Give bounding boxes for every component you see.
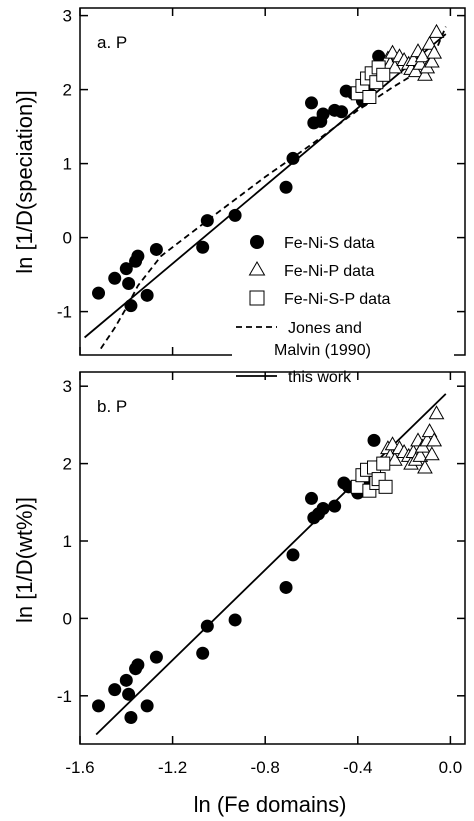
data-point-fe-ni-s [279, 180, 293, 194]
legend-box [232, 222, 454, 385]
x-axis-label: ln (Fe domains) [194, 792, 347, 817]
data-point-fe-ni-s [131, 249, 145, 263]
data-point-fe-ni-p [417, 66, 433, 81]
data-point-fe-ni-s [196, 240, 210, 254]
data-point-fe-ni-p [424, 446, 440, 461]
data-point-fe-ni-p [412, 447, 429, 462]
x-tick-label: -1.2 [158, 758, 187, 777]
data-point-fe-ni-s [108, 271, 122, 285]
legend-item-fe-ni-s: Fe-Ni-S data [284, 235, 375, 252]
data-point-fe-ni-s-p [378, 479, 393, 494]
y-tick-label: 0 [63, 229, 72, 248]
data-point-fe-ni-s [124, 299, 138, 313]
y-tick-label: -1 [57, 687, 72, 706]
data-point-fe-ni-p [386, 451, 403, 466]
data-point-fe-ni-s [316, 107, 330, 121]
data-point-fe-ni-s [316, 501, 330, 515]
data-point-fe-ni-p [417, 459, 433, 474]
legend-item-fe-ni-s-p: Fe-Ni-S-P data [284, 291, 391, 308]
data-point-fe-ni-s [200, 214, 214, 228]
y-tick-label: 3 [63, 7, 72, 26]
panel-b-y-axis-label: ln [1/D(wt%)] [12, 497, 37, 623]
data-point-fe-ni-s [119, 673, 133, 687]
panel-a-label: a. P [97, 33, 127, 52]
data-point-fe-ni-s [131, 658, 145, 672]
data-point-fe-ni-s [328, 499, 342, 513]
data-point-fe-ni-s [108, 683, 122, 697]
x-tick-label: -0.8 [251, 758, 280, 777]
y-tick-label: 0 [63, 609, 72, 628]
data-point-fe-ni-s [279, 580, 293, 594]
legend-item-this-work: this work [288, 369, 352, 386]
legend-item-jones-malvin: Jones and Malvin (1990) [274, 320, 371, 359]
data-point-fe-ni-p [386, 59, 403, 74]
data-point-fe-ni-s [305, 491, 318, 505]
panel-a: a. P 3 2 1 0 -1 ln [1/D(speciation)] Fe-Ni-S… [12, 7, 466, 386]
panel-b: b. P 3 2 1 0 -1 -1.6 -1.2 -0.8 -0.4 0.0 ln [1/D(… [12, 371, 466, 817]
data-point-fe-ni-s [228, 208, 242, 222]
x-tick-label: -1.6 [65, 758, 94, 777]
data-point-fe-ni-p [426, 44, 443, 59]
data-point-fe-ni-p [407, 63, 424, 78]
data-point-fe-ni-p [414, 48, 431, 63]
data-point-fe-ni-s [305, 96, 318, 110]
panel-a-y-axis-label: ln [1/D(speciation)] [12, 90, 37, 273]
legend: Fe-Ni-S data Fe-Ni-P data Fe-Ni-S-P data… [232, 222, 454, 386]
this-work-fit-line [84, 33, 447, 339]
y-tick-label: -1 [57, 303, 72, 322]
legend-item-fe-ni-p: Fe-Ni-P data [284, 263, 375, 280]
data-point-fe-ni-s [92, 699, 106, 713]
y-tick-label: 3 [63, 377, 72, 396]
data-point-fe-ni-s [124, 710, 138, 724]
data-point-fe-ni-s [200, 619, 214, 633]
data-point-fe-ni-s [196, 646, 210, 660]
x-tick-label: -0.4 [343, 758, 372, 777]
x-axis-ticks: -1.6 -1.2 -0.8 -0.4 0.0 [65, 758, 462, 777]
panel-b-y-ticks: 3 2 1 0 -1 [57, 372, 465, 744]
y-tick-label: 1 [63, 155, 72, 174]
data-point-fe-ni-p [424, 53, 440, 68]
data-point-fe-ni-s [149, 242, 163, 256]
data-point-fe-ni-s [149, 650, 163, 664]
data-point-fe-ni-p [421, 423, 438, 438]
data-point-fe-ni-s [372, 49, 386, 63]
data-point-fe-ni-s [92, 286, 106, 300]
data-point-fe-ni-s [228, 613, 242, 627]
y-tick-label: 2 [63, 81, 72, 100]
panel-b-label: b. P [97, 397, 127, 416]
data-point-fe-ni-s [335, 105, 349, 119]
data-point-fe-ni-p [428, 23, 445, 38]
data-point-fe-ni-s [122, 687, 136, 701]
data-point-fe-ni-s-p [376, 67, 391, 82]
data-point-fe-ni-p [421, 35, 438, 50]
panel-b-frame [79, 371, 466, 745]
data-point-fe-ni-s-p [376, 456, 391, 471]
data-point-fe-ni-s [367, 433, 381, 447]
data-point-fe-ni-s [286, 548, 300, 562]
legend-triangle-icon [248, 260, 266, 276]
data-point-fe-ni-s [119, 262, 133, 276]
legend-square-icon [249, 290, 265, 306]
data-point-fe-ni-p [428, 405, 445, 420]
data-point-fe-ni-s [286, 151, 300, 165]
data-point-fe-ni-s-p [350, 479, 365, 494]
y-tick-label: 1 [63, 532, 72, 551]
data-point-fe-ni-s [140, 699, 154, 713]
legend-circle-icon [250, 235, 264, 249]
y-tick-label: 2 [63, 455, 72, 474]
data-point-fe-ni-p [426, 432, 443, 447]
x-tick-label: 0.0 [439, 758, 463, 777]
panel-a-points [92, 23, 445, 313]
data-point-fe-ni-s [122, 276, 136, 290]
panel-b-points [92, 405, 445, 724]
data-point-fe-ni-s-p [362, 90, 377, 104]
data-point-fe-ni-s [140, 288, 154, 302]
